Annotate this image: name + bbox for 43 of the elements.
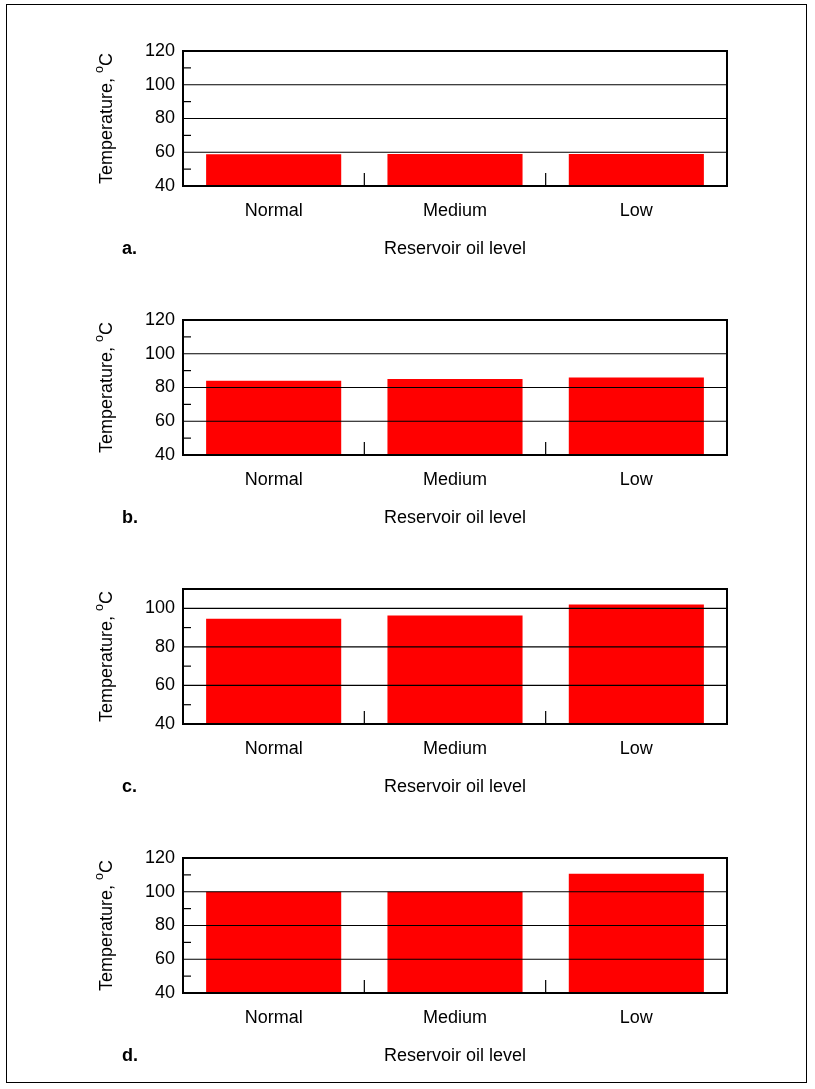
y-tick-label: 120 <box>144 39 175 60</box>
x-tick-label: Medium <box>422 1006 488 1027</box>
x-tick-label: Normal <box>244 199 303 220</box>
y-tick-label: 40 <box>154 443 175 464</box>
y-axis-title: Temperature, oC <box>92 859 116 992</box>
x-tick-label: Low <box>619 468 654 489</box>
x-axis-title: Reservoir oil level <box>383 506 527 527</box>
x-tick-label: Normal <box>244 468 303 489</box>
y-tick-label: 80 <box>154 107 175 128</box>
y-tick-label: 100 <box>144 880 175 901</box>
y-tick-label: 40 <box>154 981 175 1002</box>
y-tick-label: 60 <box>154 674 175 695</box>
y-tick-label: 40 <box>154 174 175 195</box>
y-tick-label: 60 <box>154 410 175 431</box>
y-tick-label: 120 <box>144 846 175 867</box>
y-tick-label: 80 <box>154 914 175 935</box>
x-tick-label: Low <box>619 1006 654 1027</box>
y-tick-label: 100 <box>144 73 175 94</box>
x-tick-label: Normal <box>244 737 303 758</box>
x-axis-title: Reservoir oil level <box>383 775 527 796</box>
y-tick-label: 60 <box>154 141 175 162</box>
y-tick-label: 40 <box>154 712 175 733</box>
x-tick-label: Normal <box>244 1006 303 1027</box>
y-tick-label: 60 <box>154 948 175 969</box>
y-tick-label: 100 <box>144 597 175 618</box>
x-axis-title: Reservoir oil level <box>383 1044 527 1065</box>
text: d. <box>122 1044 138 1065</box>
x-tick-label: Low <box>619 199 654 220</box>
x-tick-label: Medium <box>422 199 488 220</box>
y-axis-title: Temperature, oC <box>92 590 116 723</box>
y-axis-title: Temperature, oC <box>92 321 116 454</box>
x-tick-label: Low <box>619 737 654 758</box>
y-axis-title: Temperature, oC <box>92 52 116 185</box>
y-tick-label: 80 <box>154 635 175 656</box>
text: b. <box>122 506 138 527</box>
text: c. <box>122 775 138 796</box>
x-tick-label: Medium <box>422 737 488 758</box>
text: a. <box>122 237 138 258</box>
x-tick-label: Medium <box>422 468 488 489</box>
x-axis-title: Reservoir oil level <box>383 237 527 258</box>
y-tick-label: 100 <box>144 342 175 363</box>
y-tick-label: 80 <box>154 376 175 397</box>
y-tick-label: 120 <box>144 308 175 329</box>
